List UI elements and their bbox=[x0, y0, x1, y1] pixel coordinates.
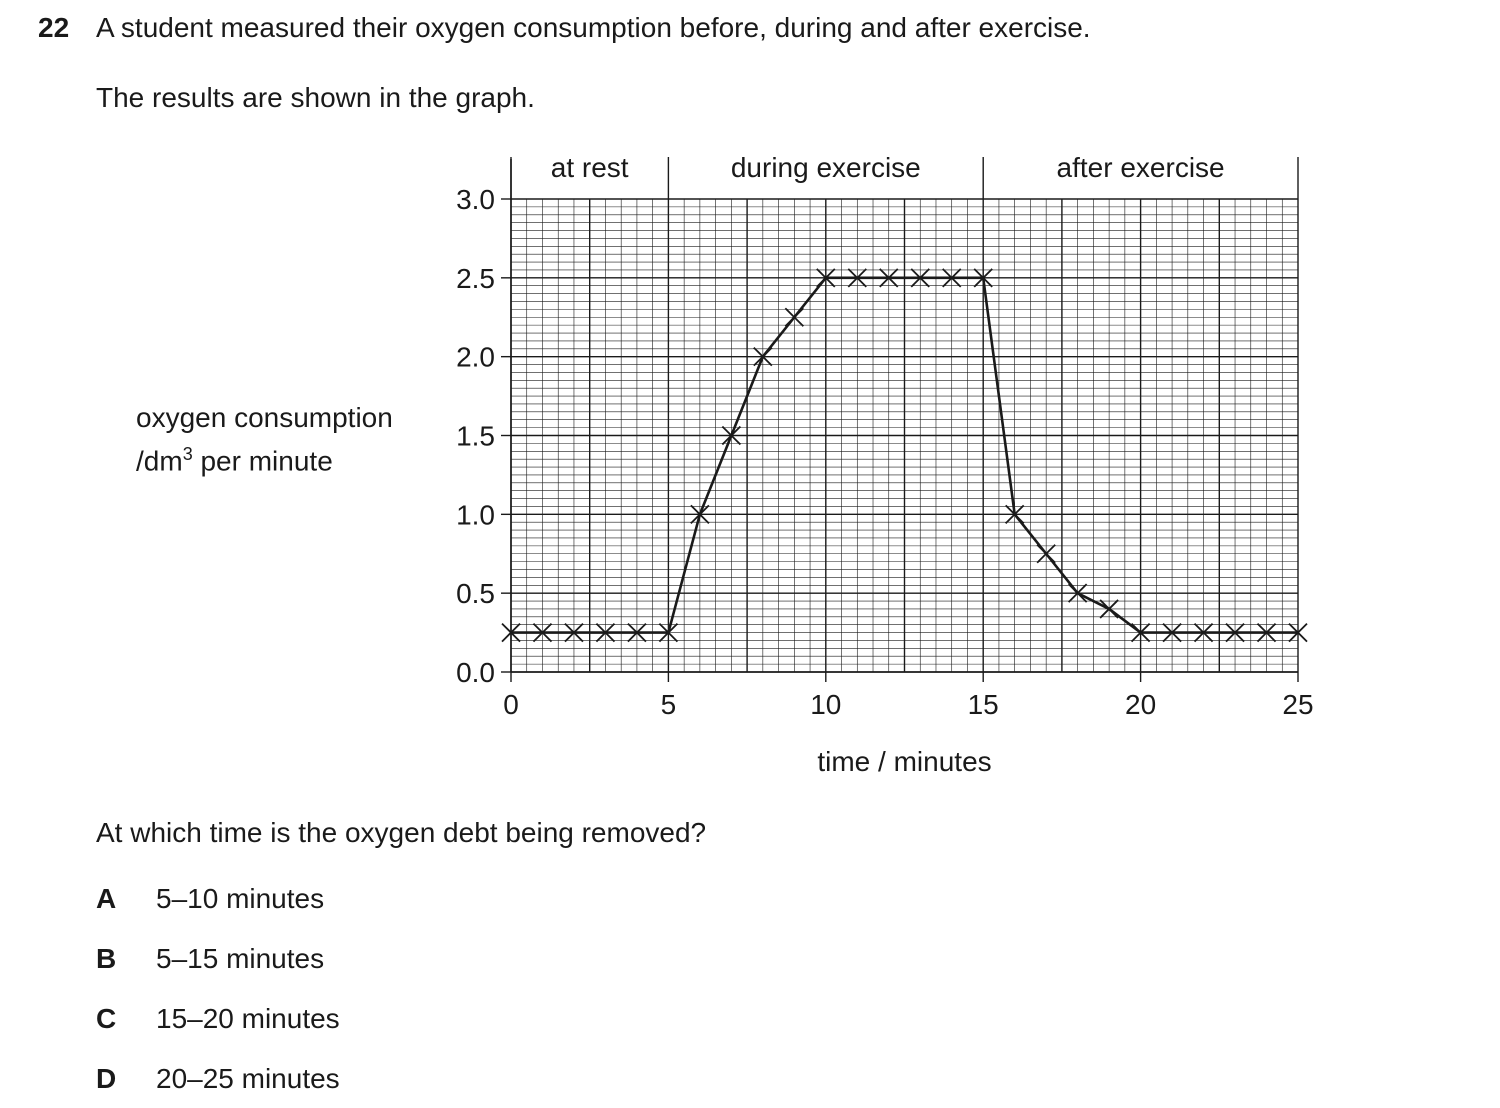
data-point-marker bbox=[1036, 544, 1056, 564]
grid bbox=[510, 198, 1299, 673]
data-point-marker-stroke bbox=[847, 268, 867, 288]
data-point-marker-stroke bbox=[627, 622, 647, 643]
data-point-marker-stroke bbox=[816, 268, 836, 288]
x-tick-label: 0 bbox=[503, 689, 519, 720]
y-tick-label: 1.5 bbox=[456, 421, 495, 452]
data-point-marker bbox=[816, 268, 836, 288]
option-b[interactable]: B 5–15 minutes bbox=[96, 943, 324, 975]
option-c[interactable]: C 15–20 minutes bbox=[96, 1003, 340, 1035]
y-tick-label: 0.0 bbox=[456, 657, 495, 688]
x-tick-label: 25 bbox=[1282, 689, 1313, 720]
option-a[interactable]: A 5–10 minutes bbox=[96, 883, 324, 915]
data-point-marker bbox=[1068, 583, 1088, 603]
data-point-marker bbox=[1005, 504, 1025, 524]
data-point-marker-stroke bbox=[942, 268, 962, 288]
option-a-text: 5–10 minutes bbox=[156, 883, 325, 914]
y-axis-label: oxygen consumption /dm3 per minute bbox=[136, 400, 393, 479]
region-label: after exercise bbox=[1057, 152, 1225, 183]
data-point-marker bbox=[627, 622, 647, 643]
data-point-marker-stroke bbox=[1225, 622, 1245, 643]
y-tick-label: 2.0 bbox=[456, 342, 495, 373]
y-axis-unit-prefix: /dm bbox=[136, 445, 183, 477]
y-axis-unit-suffix: per minute bbox=[192, 445, 333, 477]
data-point-marker-stroke bbox=[910, 268, 930, 288]
region-label: during exercise bbox=[731, 152, 921, 183]
y-tick-label: 2.5 bbox=[456, 263, 495, 294]
data-point-marker-stroke bbox=[879, 268, 899, 288]
data-point-marker bbox=[532, 622, 553, 643]
data-point-marker bbox=[1099, 599, 1119, 619]
data-point-marker-stroke bbox=[1193, 622, 1214, 643]
y-tick-label: 3.0 bbox=[456, 184, 495, 215]
question-ask: At which time is the oxygen debt being r… bbox=[96, 817, 707, 848]
data-point-marker-stroke bbox=[721, 425, 741, 446]
region-label: at rest bbox=[551, 152, 629, 183]
data-point-marker bbox=[595, 622, 616, 643]
oxygen-consumption-chart: at rest during exercise after exercise 0.0 0… bbox=[456, 152, 1314, 777]
data-point-marker bbox=[973, 268, 993, 288]
x-tick-label: 5 bbox=[661, 689, 677, 720]
data-point-marker bbox=[658, 622, 679, 643]
data-point-marker bbox=[784, 307, 804, 327]
data-point-marker-stroke bbox=[1099, 599, 1119, 619]
data-point-marker bbox=[501, 622, 521, 643]
y-tick-label: 0.5 bbox=[456, 578, 495, 609]
option-d[interactable]: D 20–25 minutes bbox=[96, 1063, 340, 1095]
data-point-marker-stroke bbox=[784, 307, 804, 327]
option-b-text: 5–15 minutes bbox=[156, 943, 325, 974]
data-point-marker bbox=[847, 268, 867, 288]
y-tick-label: 1.0 bbox=[456, 499, 495, 530]
option-a-letter: A bbox=[96, 883, 117, 914]
data-point-marker bbox=[721, 425, 741, 446]
option-d-letter: D bbox=[96, 1063, 117, 1094]
data-point-marker bbox=[942, 268, 962, 288]
x-axis-label: time / minutes bbox=[817, 746, 991, 777]
data-point-marker-stroke bbox=[1130, 622, 1151, 643]
question-number: 22 bbox=[38, 12, 70, 43]
option-b-letter: B bbox=[96, 943, 117, 974]
data-point-marker bbox=[879, 268, 899, 288]
data-point-marker bbox=[1256, 622, 1277, 643]
series-line bbox=[511, 276, 1298, 634]
data-point-marker-stroke bbox=[564, 622, 584, 643]
x-tick-label: 20 bbox=[1125, 689, 1156, 720]
x-tick-label: 15 bbox=[968, 689, 999, 720]
y-axis-unit-superscript: 3 bbox=[182, 444, 193, 464]
data-point-marker-stroke bbox=[1068, 583, 1088, 603]
data-point-marker bbox=[690, 504, 710, 524]
data-point-marker-stroke bbox=[501, 622, 521, 643]
data-point-marker-stroke bbox=[1256, 622, 1277, 643]
option-c-letter: C bbox=[96, 1003, 117, 1034]
data-point-marker-stroke bbox=[532, 622, 553, 643]
data-point-marker bbox=[564, 622, 584, 643]
data-point-marker bbox=[753, 347, 773, 367]
data-point-marker-stroke bbox=[1162, 622, 1182, 643]
y-axis-label-line2: /dm3 per minute bbox=[136, 436, 393, 479]
x-tick-label: 10 bbox=[810, 689, 841, 720]
data-point-marker bbox=[1193, 622, 1214, 643]
data-point-marker bbox=[1162, 622, 1182, 643]
data-point-marker-stroke bbox=[1288, 622, 1308, 643]
data-point-marker-stroke bbox=[1005, 504, 1025, 524]
option-c-text: 15–20 minutes bbox=[156, 1003, 340, 1034]
y-axis-label-line1: oxygen consumption bbox=[136, 402, 393, 433]
data-point-marker-stroke bbox=[595, 622, 616, 643]
data-point-marker-stroke bbox=[973, 268, 993, 288]
option-d-text: 20–25 minutes bbox=[156, 1063, 340, 1094]
data-point-marker bbox=[1288, 622, 1308, 643]
question-stem: A student measured their oxygen consumpt… bbox=[96, 12, 1091, 43]
data-point-marker-stroke bbox=[753, 347, 773, 367]
data-point-marker bbox=[910, 268, 930, 288]
data-point-marker-stroke bbox=[1036, 544, 1056, 564]
data-point-marker bbox=[1225, 622, 1245, 643]
data-point-marker-stroke bbox=[690, 504, 710, 524]
data-point-marker bbox=[1130, 622, 1151, 643]
data-point-marker-stroke bbox=[658, 622, 679, 643]
question-subtext: The results are shown in the graph. bbox=[96, 82, 535, 113]
